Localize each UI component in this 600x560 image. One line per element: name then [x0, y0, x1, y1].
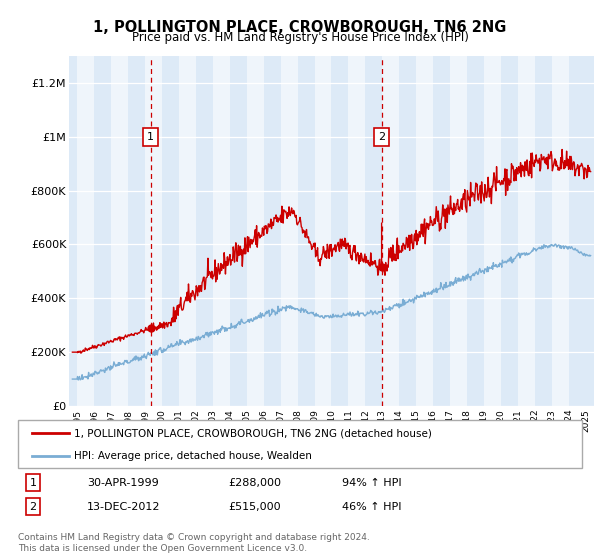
Bar: [281, 56, 298, 406]
Bar: [518, 56, 535, 406]
Bar: [77, 56, 94, 406]
Text: 94% ↑ HPI: 94% ↑ HPI: [342, 478, 401, 488]
Text: 13-DEC-2012: 13-DEC-2012: [87, 502, 161, 512]
Bar: [247, 56, 264, 406]
Text: 2: 2: [29, 502, 37, 512]
Bar: [145, 56, 162, 406]
Text: Price paid vs. HM Land Registry's House Price Index (HPI): Price paid vs. HM Land Registry's House …: [131, 31, 469, 44]
Text: £515,000: £515,000: [228, 502, 281, 512]
Bar: [551, 56, 569, 406]
Text: 1, POLLINGTON PLACE, CROWBOROUGH, TN6 2NG: 1, POLLINGTON PLACE, CROWBOROUGH, TN6 2N…: [94, 20, 506, 35]
Text: 30-APR-1999: 30-APR-1999: [87, 478, 159, 488]
Bar: [179, 56, 196, 406]
Bar: [213, 56, 230, 406]
Bar: [349, 56, 365, 406]
Bar: [450, 56, 467, 406]
Bar: [314, 56, 331, 406]
Text: Contains HM Land Registry data © Crown copyright and database right 2024.
This d: Contains HM Land Registry data © Crown c…: [18, 533, 370, 553]
Text: 1: 1: [147, 132, 154, 142]
Text: 1: 1: [29, 478, 37, 488]
Bar: [382, 56, 399, 406]
FancyBboxPatch shape: [18, 420, 582, 468]
Bar: [484, 56, 501, 406]
Text: 1, POLLINGTON PLACE, CROWBOROUGH, TN6 2NG (detached house): 1, POLLINGTON PLACE, CROWBOROUGH, TN6 2N…: [74, 428, 432, 438]
Text: HPI: Average price, detached house, Wealden: HPI: Average price, detached house, Weal…: [74, 451, 312, 461]
Bar: [416, 56, 433, 406]
Bar: [112, 56, 128, 406]
Text: 46% ↑ HPI: 46% ↑ HPI: [342, 502, 401, 512]
Text: 2: 2: [378, 132, 385, 142]
Text: £288,000: £288,000: [228, 478, 281, 488]
